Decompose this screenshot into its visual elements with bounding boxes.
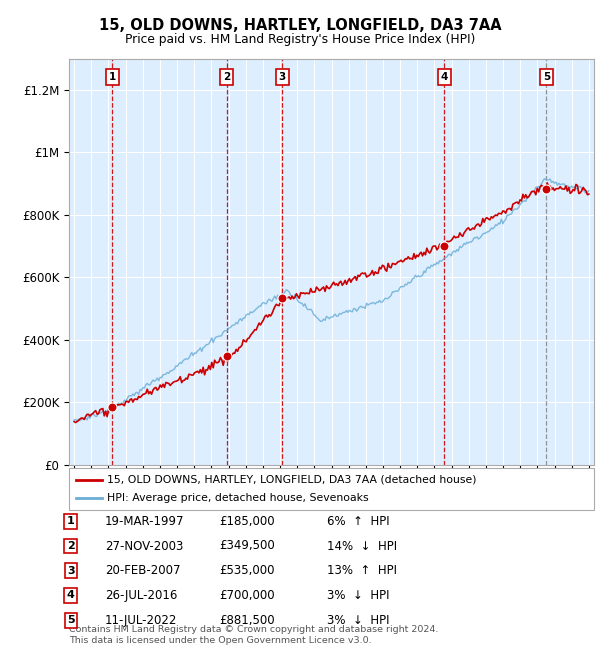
Text: 20-FEB-2007: 20-FEB-2007 [105,564,181,577]
Text: 2: 2 [67,541,74,551]
Text: £881,500: £881,500 [219,614,275,627]
Text: 27-NOV-2003: 27-NOV-2003 [105,540,184,552]
Text: Contains HM Land Registry data © Crown copyright and database right 2024.
This d: Contains HM Land Registry data © Crown c… [69,625,439,645]
Text: 11-JUL-2022: 11-JUL-2022 [105,614,178,627]
Text: 4: 4 [67,590,75,601]
Text: 13%  ↑  HPI: 13% ↑ HPI [327,564,397,577]
Text: 1: 1 [109,72,116,82]
Text: HPI: Average price, detached house, Sevenoaks: HPI: Average price, detached house, Seve… [107,493,368,503]
Text: £535,000: £535,000 [219,564,275,577]
Text: 3: 3 [278,72,286,82]
Text: 3%  ↓  HPI: 3% ↓ HPI [327,589,389,602]
Text: Price paid vs. HM Land Registry's House Price Index (HPI): Price paid vs. HM Land Registry's House … [125,32,475,46]
Text: £349,500: £349,500 [219,540,275,552]
Text: 2: 2 [223,72,230,82]
Text: 6%  ↑  HPI: 6% ↑ HPI [327,515,389,528]
Text: 5: 5 [67,615,74,625]
Text: 5: 5 [543,72,550,82]
Text: 26-JUL-2016: 26-JUL-2016 [105,589,178,602]
Text: 14%  ↓  HPI: 14% ↓ HPI [327,540,397,552]
Text: 4: 4 [440,72,448,82]
Text: 15, OLD DOWNS, HARTLEY, LONGFIELD, DA3 7AA: 15, OLD DOWNS, HARTLEY, LONGFIELD, DA3 7… [98,18,502,33]
Text: 15, OLD DOWNS, HARTLEY, LONGFIELD, DA3 7AA (detached house): 15, OLD DOWNS, HARTLEY, LONGFIELD, DA3 7… [107,475,476,485]
Text: £700,000: £700,000 [219,589,275,602]
Text: 19-MAR-1997: 19-MAR-1997 [105,515,185,528]
Text: 1: 1 [67,516,74,526]
Text: £185,000: £185,000 [219,515,275,528]
Text: 3: 3 [67,566,74,576]
Text: 3%  ↓  HPI: 3% ↓ HPI [327,614,389,627]
